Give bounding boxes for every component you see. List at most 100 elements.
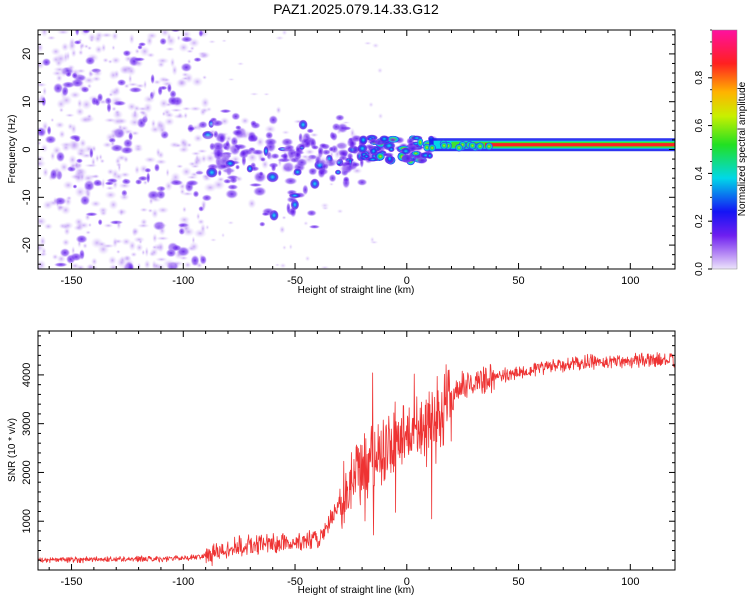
colorbar: 0.0 0.2 0.4 0.6 0.8 Normalized spectral ampl… xyxy=(694,29,748,276)
spectral-blob xyxy=(139,45,151,58)
spectrogram-y-tick-label: -20 xyxy=(21,237,33,253)
spectral-blob xyxy=(302,184,309,196)
spectral-blob xyxy=(198,30,204,38)
spectral-blob xyxy=(417,137,424,148)
spectral-blob xyxy=(311,144,320,150)
spectral-blob xyxy=(52,196,58,206)
spectral-blob xyxy=(112,100,127,107)
spectral-blob xyxy=(114,156,122,166)
snr-y-tick-label: 2000 xyxy=(21,460,33,484)
spectrogram-x-tick-label: 50 xyxy=(512,275,524,287)
spectral-blob xyxy=(69,252,83,262)
spectral-blob xyxy=(128,32,135,45)
spectral-blob xyxy=(163,116,175,127)
spectral-blob xyxy=(82,30,91,34)
signal-band-core xyxy=(485,143,675,147)
spectral-blob xyxy=(259,221,266,227)
spectral-blob xyxy=(43,222,54,231)
spectral-blob xyxy=(148,197,154,206)
spectral-blob xyxy=(369,240,379,245)
spectral-blob xyxy=(122,255,133,262)
spectral-blob xyxy=(154,223,168,228)
spectral-blob xyxy=(97,218,103,226)
colorbar-tick-label: 0.0 xyxy=(694,262,705,276)
spectral-blob xyxy=(428,143,437,152)
spectral-blob xyxy=(328,146,334,152)
spectral-blob xyxy=(96,92,104,103)
spectral-blob xyxy=(275,35,285,41)
spectral-blob xyxy=(94,153,100,163)
spectral-blob xyxy=(134,178,143,185)
spectral-blob xyxy=(49,151,56,161)
spectral-blob xyxy=(136,223,150,229)
spectral-blob xyxy=(154,158,168,165)
spectral-blob xyxy=(366,157,379,162)
spectral-blob xyxy=(139,207,149,213)
spectral-blob xyxy=(52,66,67,73)
spectral-blob xyxy=(342,176,350,183)
spectral-blob xyxy=(113,69,120,79)
spectral-blob xyxy=(58,107,64,113)
spectral-blob xyxy=(41,120,49,133)
spectral-blob xyxy=(111,31,119,41)
spectral-blob xyxy=(75,150,86,157)
spectral-blob xyxy=(40,143,49,153)
colorbar-tick-label: 0.4 xyxy=(694,166,705,180)
spectral-blob xyxy=(122,138,133,149)
spectral-blob xyxy=(192,190,200,198)
snr-x-label: Height of straight line (km) xyxy=(298,585,415,596)
spectral-blob xyxy=(60,94,73,106)
spectral-blob xyxy=(149,247,159,257)
spectral-blob xyxy=(106,102,112,114)
spectral-blob xyxy=(181,191,194,197)
spectral-blob xyxy=(56,204,66,211)
spectral-blob xyxy=(106,168,115,176)
spectral-blob xyxy=(468,141,477,150)
spectral-blob xyxy=(55,151,66,163)
spectral-blob xyxy=(321,149,331,156)
snr-x-tick-label: 50 xyxy=(512,576,524,588)
spectral-blob xyxy=(128,240,137,252)
spectral-blob xyxy=(177,145,190,154)
spectral-blob xyxy=(94,44,104,55)
spectral-blob xyxy=(293,168,303,176)
spectral-blob xyxy=(91,144,97,153)
spectrogram-x-tick-label: -50 xyxy=(287,275,303,287)
spectrogram-x-label: Height of straight line (km) xyxy=(298,285,415,296)
spectral-blob xyxy=(102,57,109,64)
spectral-blob xyxy=(82,242,88,249)
snr-x-tick-label: -100 xyxy=(172,576,194,588)
spectral-blob xyxy=(134,48,141,55)
spectral-blob xyxy=(155,186,162,191)
spectral-blob xyxy=(201,134,215,141)
spectral-blob xyxy=(180,62,193,73)
spectral-blob xyxy=(337,139,348,152)
spectral-blob xyxy=(260,156,266,162)
spectral-blob xyxy=(157,85,163,96)
spectral-blob xyxy=(208,39,217,44)
spectral-blob xyxy=(84,56,96,66)
spectral-blob xyxy=(164,111,175,119)
spectrogram-y-tick-label: 10 xyxy=(21,96,33,108)
spectral-blob xyxy=(152,232,158,244)
spectral-blob xyxy=(177,111,184,119)
colorbar-tick-label: 0.2 xyxy=(694,214,705,228)
spectral-blob xyxy=(164,102,173,108)
spectral-blob xyxy=(77,49,84,56)
spectral-blob xyxy=(308,167,318,176)
spectral-blob xyxy=(199,108,207,117)
spectral-blob xyxy=(401,153,414,163)
spectral-blob xyxy=(180,36,193,43)
spectral-blob xyxy=(83,163,98,168)
spectral-blob xyxy=(224,143,237,153)
spectral-blob xyxy=(175,164,184,169)
spectral-blob xyxy=(122,49,132,57)
spectral-blob xyxy=(128,86,143,93)
spectral-blob xyxy=(145,34,154,47)
spectral-blob xyxy=(166,83,172,94)
spectral-blob xyxy=(71,72,78,79)
spectral-blob xyxy=(90,257,98,266)
spectral-blob xyxy=(131,227,140,236)
spectral-blob xyxy=(46,35,57,41)
spectral-blob xyxy=(108,199,119,211)
